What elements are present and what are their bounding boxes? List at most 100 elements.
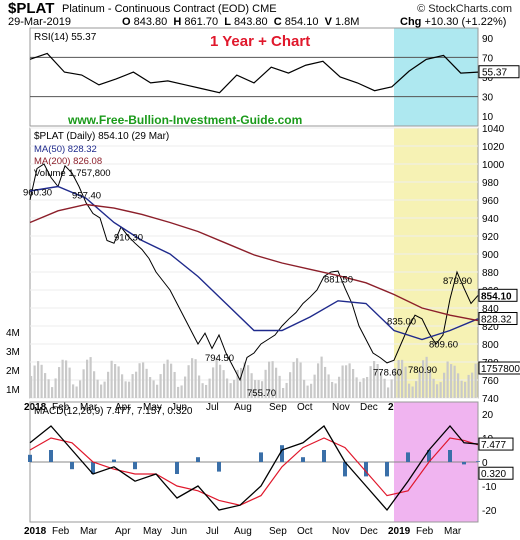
volume-bar	[219, 364, 222, 398]
volume-bar	[324, 366, 327, 398]
volume-bar	[467, 374, 470, 398]
ohlc-readout: O 843.80 H 861.70 L 843.80 C 854.10 V 1.…	[122, 16, 360, 28]
macd-last-box	[478, 437, 514, 451]
volume-bar	[173, 371, 176, 398]
volume-bar	[184, 376, 187, 398]
price-annotation: 910.30	[114, 233, 143, 244]
macd-histogram-bar	[476, 461, 480, 462]
volume-bar	[397, 359, 400, 398]
volume-bar	[93, 371, 96, 398]
volume-legend: Volume 1,757,800	[34, 168, 111, 179]
volume-bar	[226, 378, 229, 398]
macd-histogram-bar	[91, 462, 95, 474]
volume-bar	[422, 360, 425, 398]
volume-bar	[278, 375, 281, 398]
price-tick-label: 1020	[482, 142, 505, 153]
volume-bar	[89, 357, 92, 398]
volume-bar	[212, 367, 215, 398]
volume-bar	[306, 385, 309, 398]
x-axis-label-bottom: Mar	[80, 526, 98, 537]
x-axis-label: Dec	[360, 402, 378, 413]
volume-bar	[54, 378, 57, 398]
price-annotation: 809.60	[429, 339, 458, 350]
volume-bar	[110, 360, 113, 398]
volume-bar	[383, 378, 386, 398]
price-tick-label: 940	[482, 214, 499, 225]
x-axis-label: Apr	[115, 402, 131, 413]
macd-histogram-bar	[462, 462, 466, 465]
volume-bar	[33, 365, 36, 398]
macd-histogram-bar	[70, 462, 74, 470]
volume-bar	[40, 364, 43, 398]
volume-bar	[180, 385, 183, 398]
price-2019-band	[394, 128, 478, 398]
volume-bar	[72, 384, 75, 398]
price-annotation: 879.90	[443, 276, 472, 287]
x-axis-label-bottom: Oct	[297, 526, 313, 537]
volume-bar	[348, 363, 351, 398]
volume-bar	[124, 381, 127, 398]
volume-bar	[387, 387, 390, 398]
macd-histogram-bar	[259, 452, 263, 462]
volume-bar	[450, 364, 453, 398]
rsi-tick-label: 10	[482, 112, 494, 123]
volume-bar	[436, 384, 439, 398]
volume-bar	[100, 384, 103, 398]
volume-bar	[317, 363, 320, 398]
price-tick-label: 980	[482, 178, 499, 189]
volume-bar	[75, 386, 78, 398]
x-axis-label-bottom: Mar	[444, 526, 462, 537]
volume-bar	[257, 380, 260, 398]
volume-bar	[303, 379, 306, 398]
macd-histogram-bar	[175, 462, 179, 474]
volume-bar	[58, 367, 61, 398]
macd-tick-label: -10	[482, 482, 497, 493]
volume-bar	[156, 384, 159, 398]
macd-histogram-bar	[133, 462, 137, 470]
volume-bar	[380, 372, 383, 398]
volume-bar	[240, 367, 243, 398]
ma50-legend: MA(50) 828.32	[34, 144, 97, 155]
volume-bar	[275, 367, 278, 398]
price-annotation: 960.30	[23, 188, 52, 199]
volume-bar	[411, 386, 414, 398]
volume-bar	[418, 370, 421, 398]
volume-bar	[247, 365, 250, 398]
macd-histogram-bar	[217, 462, 221, 472]
volume-bar	[229, 383, 232, 398]
x-axis-label-bottom: May	[143, 526, 162, 537]
price-last-label: 828.32	[481, 315, 512, 326]
volume-bar	[114, 364, 117, 398]
rsi-title: RSI(14) 55.37	[34, 32, 97, 43]
rsi-last-label: 55.37	[482, 68, 507, 79]
volume-bar	[268, 361, 271, 398]
price-line	[29, 163, 479, 382]
volume-bar	[404, 366, 407, 398]
volume-bar	[464, 381, 467, 398]
x-axis-label: May	[143, 402, 162, 413]
rsi-frame	[29, 27, 479, 127]
volume-bar	[68, 367, 71, 398]
macd-histogram-bar	[49, 450, 53, 462]
volume-bar	[320, 356, 323, 398]
volume-bar	[471, 372, 474, 398]
instrument-name: Platinum - Continuous Contract (EOD) CME	[62, 3, 277, 15]
macd-line	[29, 424, 479, 512]
price-tick-label: 960	[482, 196, 499, 207]
volume-bar	[439, 382, 442, 398]
volume-last-label: 1757800	[481, 364, 520, 375]
volume-bar	[369, 366, 372, 398]
price-annotation: 755.70	[247, 388, 276, 399]
volume-bar	[222, 370, 225, 398]
volume-bar	[205, 384, 208, 398]
price-tick-label: 800	[482, 340, 499, 351]
volume-bar	[390, 379, 393, 398]
x-axis-label: Sep	[269, 402, 287, 413]
x-axis-label: Mar	[80, 402, 98, 413]
x-axis-label-bottom: 2018	[24, 526, 47, 537]
macd-signal-line	[29, 437, 479, 506]
volume-bar	[47, 379, 50, 398]
price-tick-label: 740	[482, 394, 499, 405]
x-axis-label-bottom: Jul	[206, 526, 219, 537]
quote-date: 29-Mar-2019	[8, 16, 71, 28]
